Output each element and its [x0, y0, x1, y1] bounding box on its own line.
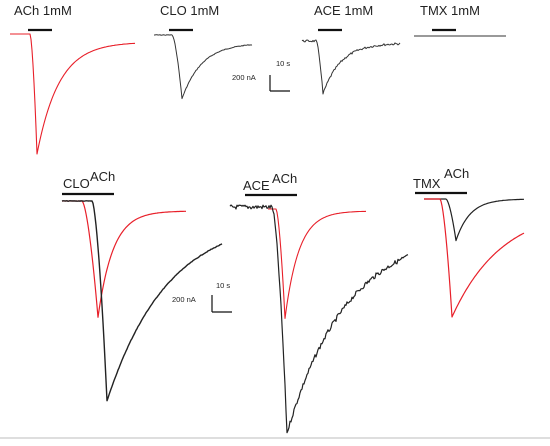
trace-ace-ach-red — [268, 208, 367, 319]
label-clo: CLO — [63, 176, 90, 191]
scalebar-bottom-current: 200 nA — [172, 295, 196, 304]
trace-tmx-ach-red — [424, 198, 525, 318]
label-ace-ach: ACh — [272, 171, 297, 186]
scalebar-top-time: 10 s — [276, 59, 290, 68]
scalebar-bottom-time: 10 s — [216, 281, 230, 290]
label-ace-1mm: ACE 1mM — [314, 3, 373, 18]
label-tmx-1mm: TMX 1mM — [420, 3, 480, 18]
label-clo-ach: ACh — [90, 169, 115, 184]
trace-clo-ach-black — [61, 199, 223, 402]
trace-ach-1mm — [10, 33, 136, 155]
trace-clo-ach-red — [62, 200, 186, 318]
scalebar-top — [269, 75, 290, 92]
scalebar-top-current: 200 nA — [232, 73, 256, 82]
label-ach-1mm: ACh 1mM — [14, 3, 72, 18]
scalebar-bottom — [211, 295, 232, 313]
trace-ace-1mm — [301, 39, 401, 95]
trace-tmx-ach-black — [424, 198, 524, 242]
label-clo-1mm: CLO 1mM — [160, 3, 219, 18]
label-tmx: TMX — [413, 176, 441, 191]
traces-group — [10, 33, 525, 434]
trace-ace-ach-black — [229, 204, 409, 434]
label-tmx-ach: ACh — [444, 166, 469, 181]
trace-clo-1mm — [154, 34, 253, 100]
label-ace: ACE — [243, 178, 270, 193]
